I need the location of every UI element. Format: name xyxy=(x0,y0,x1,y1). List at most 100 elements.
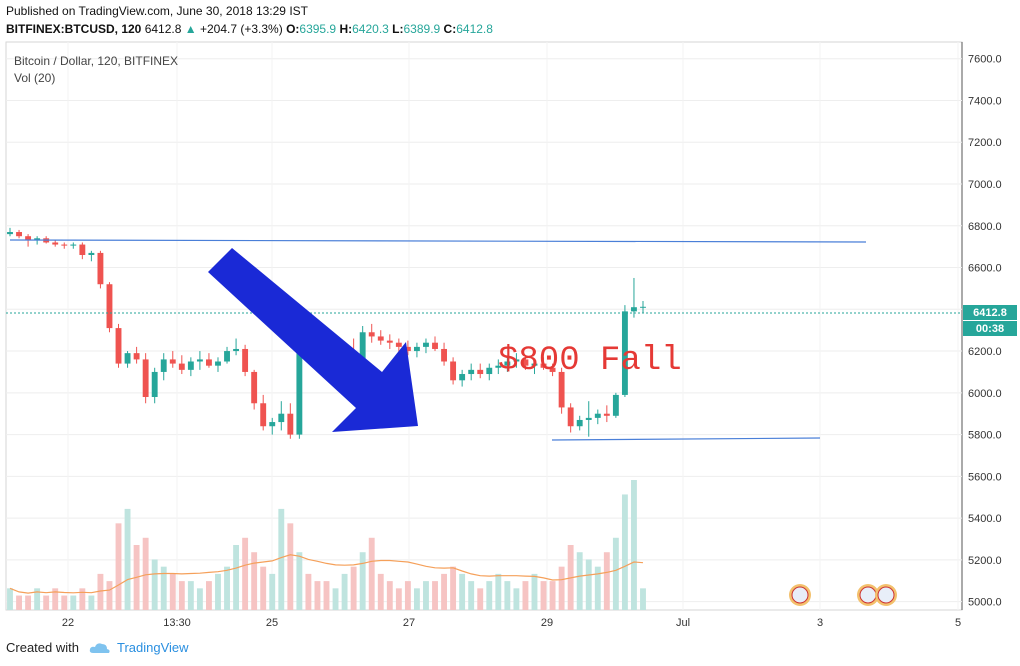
candle-body xyxy=(432,342,438,349)
candle-body xyxy=(603,413,610,416)
volume-bar xyxy=(215,573,221,610)
candle-body xyxy=(151,371,158,397)
event-flag-icon[interactable] xyxy=(789,584,811,606)
candle-body xyxy=(233,348,240,352)
x-tick-label: 27 xyxy=(403,617,415,629)
event-flag-icon[interactable] xyxy=(875,584,897,606)
resistance-trendline[interactable] xyxy=(9,239,867,243)
last-price: 6412.8 xyxy=(144,22,182,36)
candle-body xyxy=(260,403,267,427)
volume-bar xyxy=(305,573,312,610)
volume-bar xyxy=(278,508,285,610)
x-tick-label: 22 xyxy=(62,617,74,629)
y-tick-label: 7400.0 xyxy=(968,95,1002,107)
volume-bar xyxy=(341,573,348,610)
volume-bar xyxy=(576,552,583,610)
volume-bar xyxy=(206,581,212,610)
volume-bar xyxy=(477,588,484,610)
x-tick-labels: 22 13:30 25 27 29 Jul 3 5 xyxy=(62,617,961,629)
candle-body xyxy=(25,236,32,241)
volume-bar xyxy=(486,581,493,610)
volume-bar xyxy=(124,508,131,610)
x-tick-label: Jul xyxy=(676,617,690,629)
candle-body xyxy=(133,353,140,360)
volume-bar xyxy=(233,545,240,610)
y-tick-label: 5800.0 xyxy=(968,430,1002,442)
volume-bar xyxy=(224,566,230,610)
candle-body xyxy=(585,417,592,420)
volume-bar xyxy=(612,537,619,610)
volume-bar xyxy=(142,537,149,610)
volume-bar xyxy=(151,559,158,610)
event-flag-icon[interactable] xyxy=(857,584,879,606)
volume-bar xyxy=(187,581,194,610)
candle-body xyxy=(540,363,547,368)
grid xyxy=(6,42,962,610)
volume-bar xyxy=(631,480,637,610)
volume-bar xyxy=(621,494,628,610)
candle-body xyxy=(160,359,167,372)
candle-body xyxy=(477,369,484,375)
footer-brand[interactable]: TradingView xyxy=(116,640,189,655)
volume-bar xyxy=(160,566,167,610)
y-tick-label: 5200.0 xyxy=(968,555,1002,567)
volume-bar xyxy=(242,537,249,610)
open-value: 6395.9 xyxy=(299,22,337,36)
candle-body xyxy=(522,359,529,366)
price-badge xyxy=(963,305,1017,320)
candle-body xyxy=(404,346,411,352)
volume-bar xyxy=(495,573,502,610)
close-value: 6412.8 xyxy=(456,22,493,36)
volume-bar xyxy=(368,537,375,610)
volume-bar xyxy=(432,581,438,610)
volume-bar xyxy=(260,566,267,610)
candle-body xyxy=(124,353,131,364)
support-trendline[interactable] xyxy=(551,437,821,441)
volume-bar xyxy=(196,588,203,610)
volume-bar xyxy=(178,581,185,610)
footer: Created with TradingView xyxy=(6,640,189,655)
high-label: H: xyxy=(339,22,353,36)
volume-bar xyxy=(423,581,429,610)
volume-bar xyxy=(106,581,113,610)
candle-body xyxy=(142,359,149,397)
volume-bar xyxy=(585,559,592,610)
volume-bar xyxy=(603,552,610,610)
candle-body xyxy=(513,359,520,362)
candle-body xyxy=(215,361,221,366)
volume-bar xyxy=(79,588,86,610)
plot-frame xyxy=(5,41,963,611)
candle-body xyxy=(52,242,59,245)
down-arrow-icon[interactable] xyxy=(208,248,418,432)
candle-body xyxy=(106,284,113,329)
candle-body xyxy=(187,361,194,370)
volume-bar xyxy=(25,595,32,610)
volume-bar xyxy=(558,566,565,610)
y-tick-label: 6000.0 xyxy=(968,388,1002,400)
candle-body xyxy=(423,342,429,347)
volume-bar xyxy=(323,581,330,610)
volume-bar xyxy=(16,595,22,610)
candle-body xyxy=(16,232,22,237)
candle-body xyxy=(359,332,366,362)
candle-body xyxy=(115,328,122,364)
y-tick-label: 5000.0 xyxy=(968,597,1002,609)
candle-body xyxy=(278,413,285,423)
candle-body xyxy=(576,419,583,427)
volume-bar xyxy=(70,595,77,610)
volume-bar xyxy=(296,552,303,610)
volume-bar xyxy=(413,588,420,610)
candle-body xyxy=(196,359,203,362)
x-tick-label: 29 xyxy=(541,617,553,629)
candle-body xyxy=(468,369,475,375)
candle-body xyxy=(395,342,402,347)
candle-body xyxy=(206,359,212,366)
candle-body xyxy=(594,413,601,418)
candle-body xyxy=(224,351,230,362)
price-chart[interactable]: 7600.07400.07200.07000.06800.06600.06400… xyxy=(0,0,1020,640)
low-value: 6389.9 xyxy=(403,22,441,36)
change-arrow-icon: ▲ xyxy=(184,22,197,36)
candle-body xyxy=(88,252,95,255)
volume-bar xyxy=(386,581,393,610)
volume-bar xyxy=(395,588,402,610)
